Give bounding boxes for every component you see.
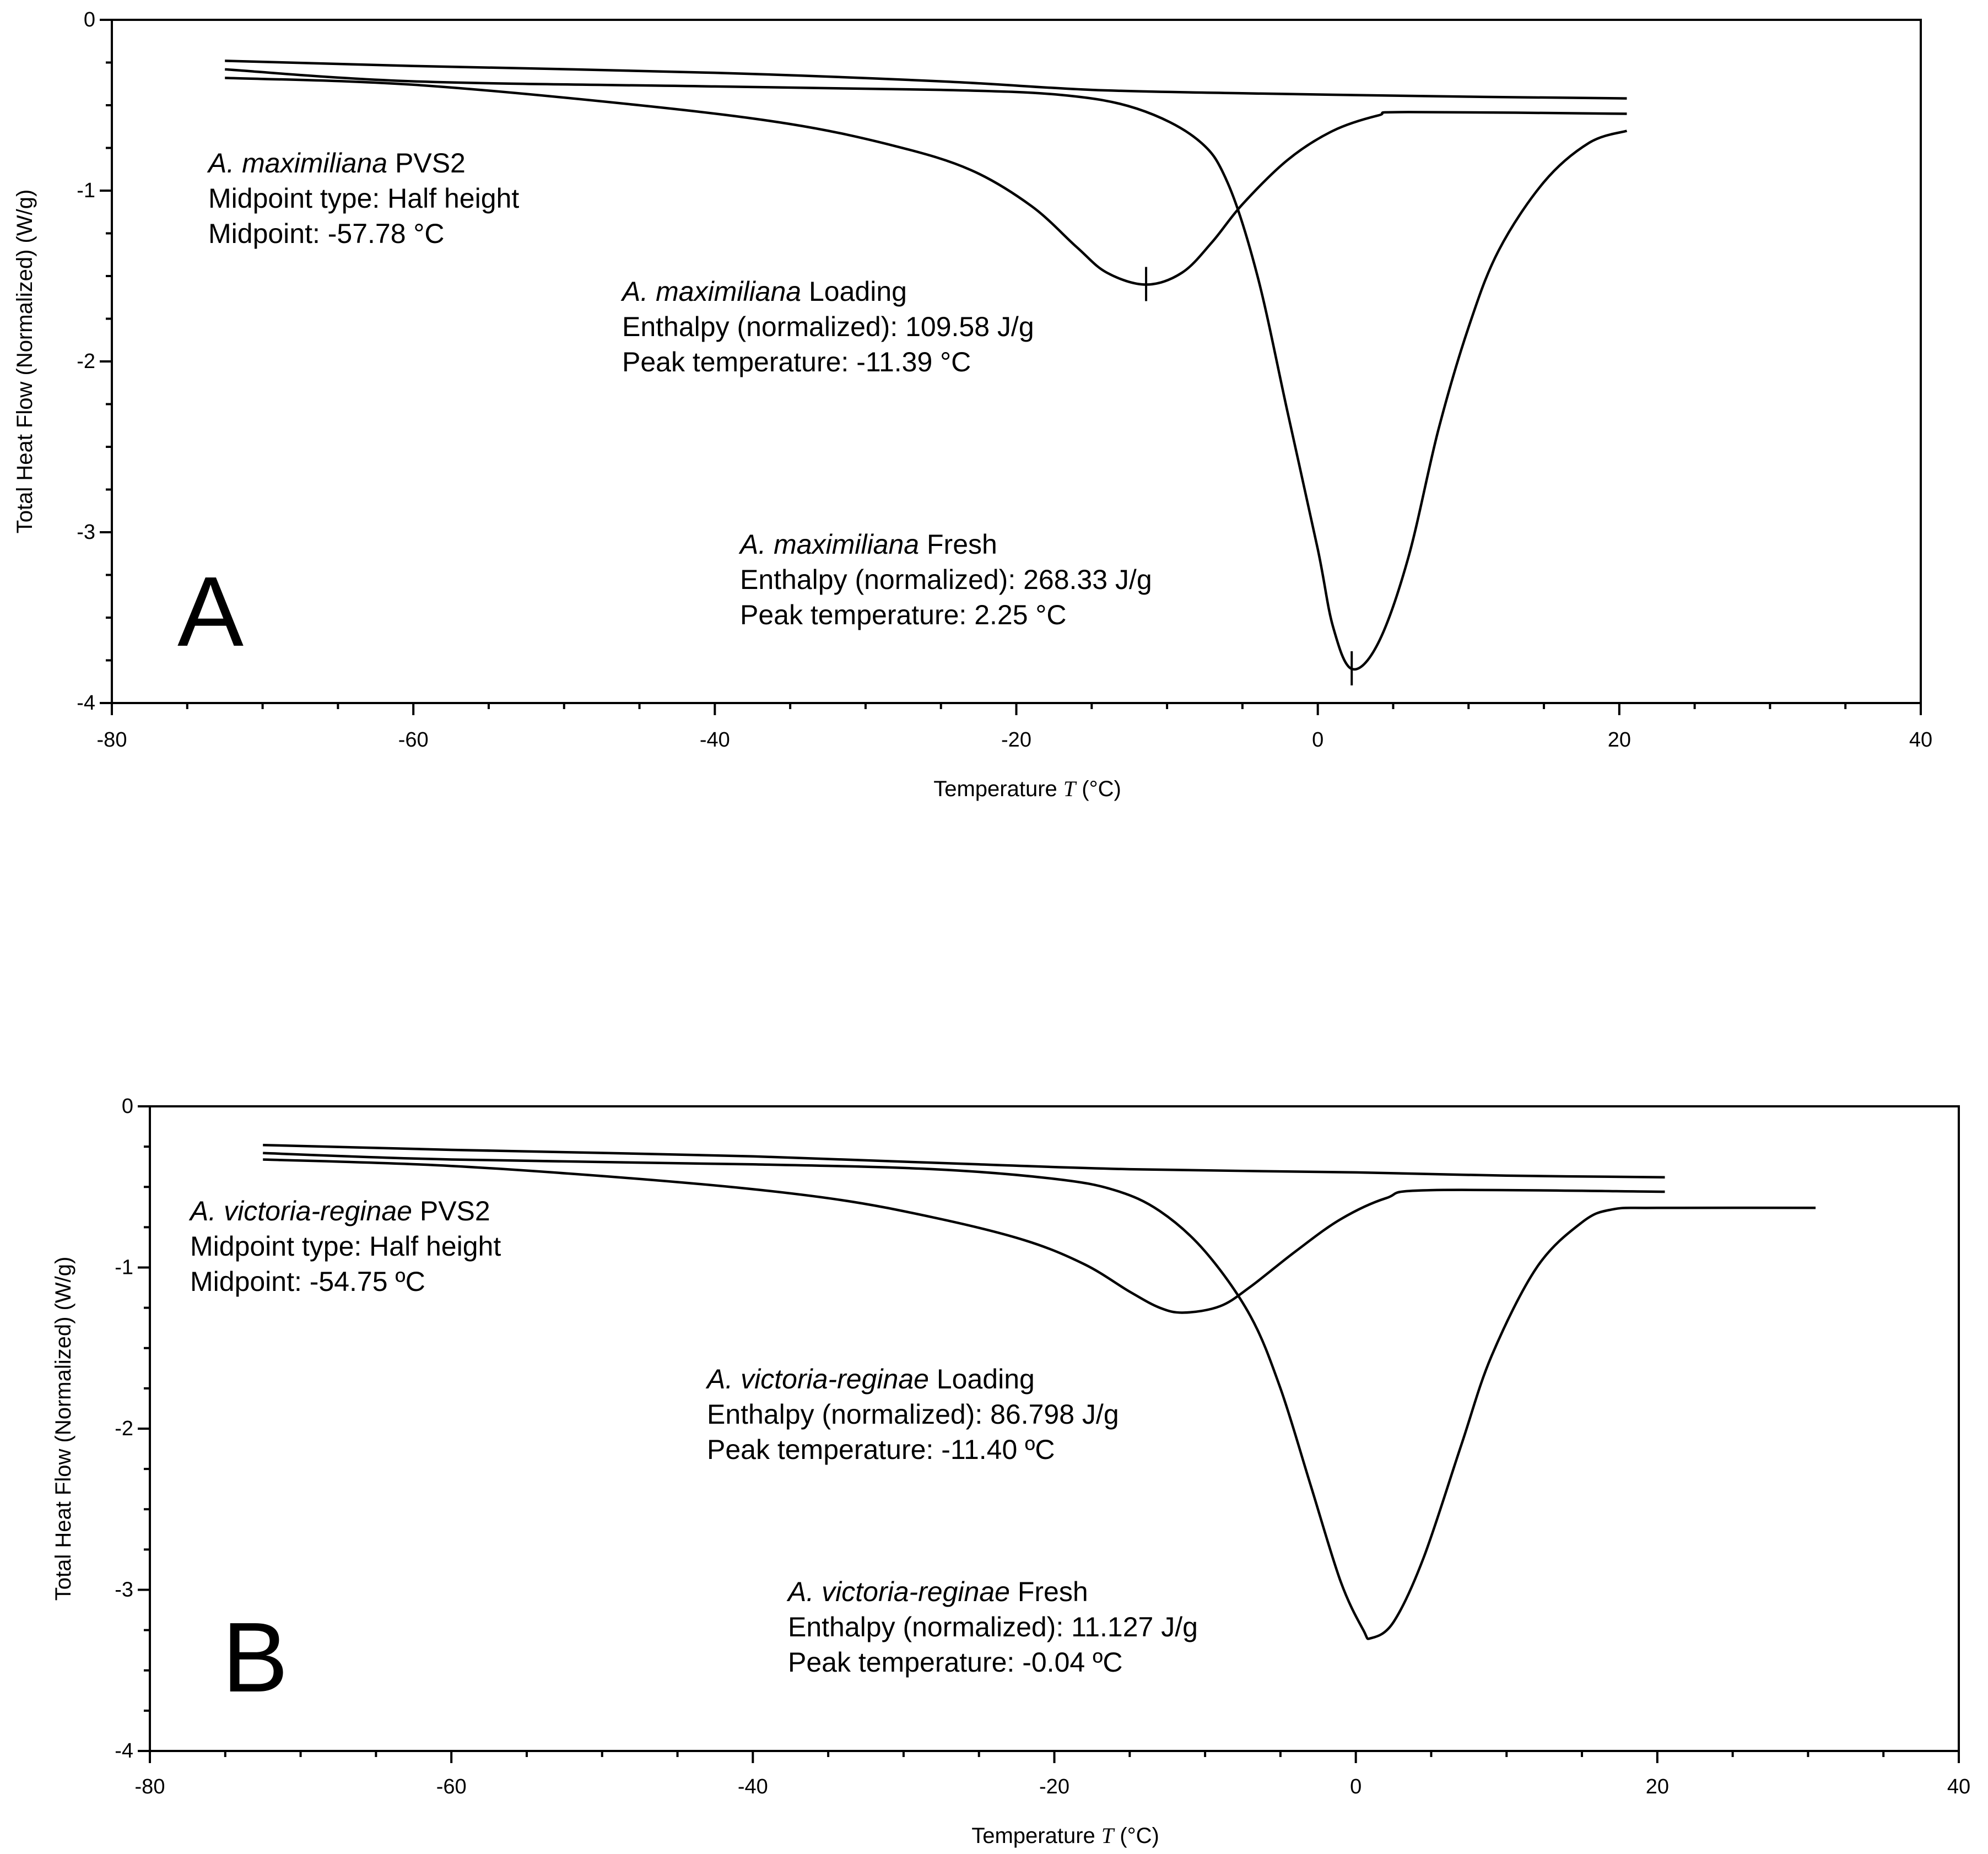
panel-letter: B [222, 1602, 288, 1713]
annotation-line: Midpoint: -57.78 °C [208, 218, 445, 249]
x-tick-label: -60 [436, 1775, 467, 1798]
x-axis-title: Temperature T (°C) [933, 776, 1121, 801]
y-tick-label: -1 [115, 1256, 133, 1279]
y-tick-label: -2 [77, 350, 95, 373]
annotation-line: Peak temperature: -0.04 ºC [788, 1647, 1122, 1678]
x-tick-label: 20 [1608, 728, 1631, 752]
annotation-species: A. victoria-reginae [188, 1196, 412, 1226]
annotation-line: Peak temperature: -11.39 °C [622, 347, 971, 377]
x-tick-label: -40 [700, 728, 730, 752]
annotation-line: Enthalpy (normalized): 109.58 J/g [622, 311, 1034, 342]
panel-a: -80 -60 -40 -20 0 20 40 0 -1 -2 -3 -4 Temperature T … [13, 8, 1932, 801]
x-tick-label: -20 [1001, 728, 1031, 752]
annotation-title: A. victoria-reginae Loading [705, 1364, 1035, 1394]
x-axis-title: Temperature T (°C) [971, 1823, 1159, 1848]
annotation-line: Peak temperature: -11.40 ºC [707, 1434, 1055, 1465]
annotation-species: A. maximiliana [620, 276, 801, 307]
y-tick-label: -1 [77, 179, 95, 202]
x-axis-title-unit: (°C) [1076, 777, 1121, 801]
y-tick-label: 0 [122, 1095, 133, 1118]
x-tick-label: 40 [1947, 1775, 1970, 1798]
annotation-species: A. victoria-reginae [786, 1576, 1010, 1607]
annotation-line: Midpoint: -54.75 ºC [190, 1266, 425, 1297]
annotation-species: A. maximiliana [207, 148, 387, 179]
annotation-treatment: Loading [801, 276, 907, 307]
x-axis-title-symbol: T [1063, 776, 1077, 801]
annotation-treatment: PVS2 [412, 1196, 490, 1226]
x-tick-label: 40 [1909, 728, 1932, 752]
annotation-line: Enthalpy (normalized): 86.798 J/g [707, 1399, 1119, 1430]
y-tick-label: -4 [115, 1739, 133, 1763]
panel-letter: A [177, 556, 244, 667]
y-tick-label: -3 [77, 521, 95, 544]
x-tick-label: -60 [398, 728, 429, 752]
x-tick-label: 0 [1350, 1775, 1362, 1798]
annotation-line: Enthalpy (normalized): 11.127 J/g [788, 1612, 1198, 1642]
annotation-title: A. victoria-reginae PVS2 [188, 1196, 490, 1226]
x-tick-label: -80 [135, 1775, 165, 1798]
annotation-line: Midpoint type: Half height [208, 183, 519, 214]
annotation-treatment: Loading [929, 1364, 1035, 1394]
x-axis-title-unit: (°C) [1114, 1824, 1159, 1848]
series-line-fresh [263, 1152, 1816, 1640]
x-tick-label: -80 [97, 728, 127, 752]
series-line-pvs2 [225, 60, 1627, 100]
series-line-fresh [225, 68, 1628, 671]
annotation-title: A. maximiliana PVS2 [207, 148, 466, 179]
annotation-line: Enthalpy (normalized): 268.33 J/g [740, 564, 1152, 595]
x-axis-title-symbol: T [1101, 1823, 1115, 1848]
y-tick-label: -3 [115, 1579, 133, 1602]
x-tick-label: -20 [1039, 1775, 1069, 1798]
x-axis-title-main: Temperature [971, 1824, 1101, 1848]
series-line-pvs2 [263, 1143, 1665, 1179]
y-tick-label: -4 [77, 691, 95, 715]
annotation-line: Midpoint type: Half height [190, 1231, 501, 1262]
annotation-species: A. victoria-reginae [705, 1364, 929, 1394]
annotation-treatment: PVS2 [387, 148, 466, 179]
series-line-loading [263, 1158, 1665, 1314]
panel-b: -80 -60 -40 -20 0 20 40 0 -1 -2 -3 -4 Temperature T … [51, 1095, 1970, 1848]
annotation-species: A. maximiliana [738, 529, 919, 560]
y-tick-label: -2 [115, 1417, 133, 1440]
x-axis-title-main: Temperature [933, 777, 1063, 801]
annotation-treatment: Fresh [919, 529, 997, 560]
x-tick-label: -40 [738, 1775, 768, 1798]
annotation-line: Peak temperature: 2.25 °C [740, 599, 1067, 630]
annotation-treatment: Fresh [1010, 1576, 1088, 1607]
y-axis-title: Total Heat Flow (Normalized) (W/g) [13, 190, 37, 534]
y-tick-label: 0 [84, 8, 95, 31]
x-tick-label: 20 [1646, 1775, 1669, 1798]
annotation-title: A. victoria-reginae Fresh [786, 1576, 1088, 1607]
annotation-title: A. maximiliana Loading [620, 276, 907, 307]
annotation-title: A. maximiliana Fresh [738, 529, 997, 560]
y-axis-title: Total Heat Flow (Normalized) (W/g) [51, 1257, 75, 1601]
x-tick-label: 0 [1312, 728, 1323, 752]
series-line-loading [225, 77, 1627, 286]
